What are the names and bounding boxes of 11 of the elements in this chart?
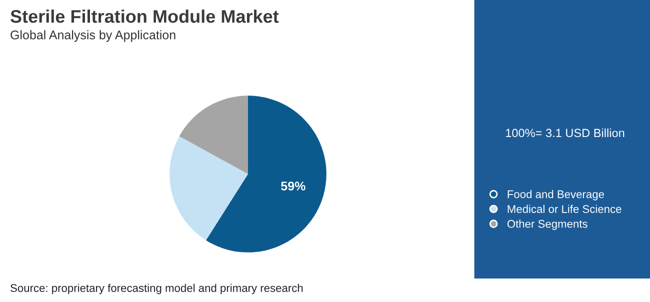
legend-label: Medical or Life Science — [508, 204, 622, 213]
source-note: Source: proprietary forecasting model and primary research — [10, 284, 303, 294]
legend-label: Other Segments — [507, 220, 588, 230]
chart-title: Sterile Filtration Module Market — [10, 10, 279, 23]
data-label: 59% — [281, 182, 306, 190]
pie-slice — [170, 136, 248, 240]
pie-slice — [179, 96, 248, 174]
text: 100%= 3.1 USD Billion — [506, 128, 624, 138]
chart-subtitle: Global Analysis by Application — [10, 30, 176, 42]
legend-label: Food and Beverage — [508, 190, 604, 200]
pie-slice — [206, 96, 326, 252]
